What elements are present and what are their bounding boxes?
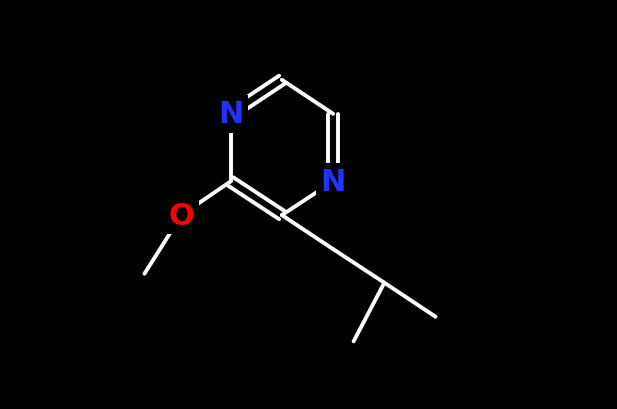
Text: N: N	[218, 100, 243, 129]
Text: N: N	[320, 168, 346, 196]
Text: O: O	[168, 201, 194, 230]
